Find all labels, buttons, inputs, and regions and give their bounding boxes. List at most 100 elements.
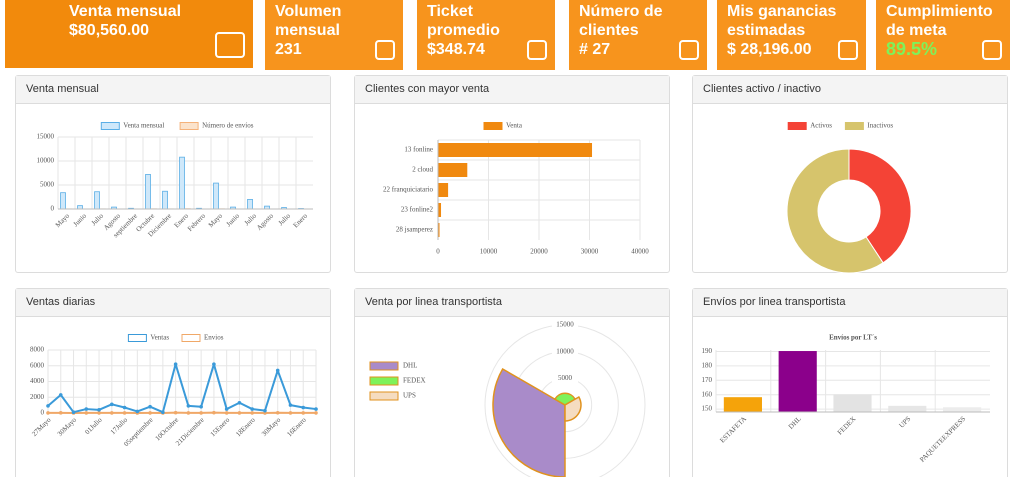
panel-title: Clientes con mayor venta: [355, 76, 669, 104]
point: [122, 405, 127, 410]
bar: [247, 198, 253, 210]
bar: [77, 205, 83, 210]
icon: [527, 40, 547, 60]
y-tick-label: 4000: [30, 377, 45, 385]
kpi-value: $ 28,196.00: [727, 41, 812, 58]
bar: [94, 191, 100, 210]
panel: Clientes con mayor venta: [354, 75, 670, 273]
point: [212, 410, 216, 415]
bar: [438, 183, 449, 197]
y-tick-label: 150: [702, 405, 713, 413]
y-tick-label: 0: [41, 409, 45, 417]
point: [314, 407, 318, 411]
point: [237, 400, 242, 405]
point: [250, 411, 254, 415]
x-tick-label: Febrero: [186, 212, 207, 233]
point: [199, 411, 203, 415]
legend-swatch: [100, 122, 120, 130]
point: [301, 411, 306, 415]
x-tick-label: Mayo: [54, 212, 72, 230]
legend-label: Ventas: [150, 334, 169, 342]
point: [173, 362, 178, 366]
legend-label: Venta mensual: [123, 122, 164, 130]
point: [275, 368, 280, 373]
kpi-value: # 27: [579, 41, 611, 58]
icon: [982, 40, 1002, 60]
tick-bg: [552, 321, 578, 329]
point: [237, 411, 242, 415]
y-tick-label: 170: [702, 376, 713, 384]
point: [186, 404, 191, 408]
y-tick-label: 23 fonline2: [401, 206, 434, 214]
y-tick-label: 6000: [30, 361, 45, 369]
legend-swatch: [787, 122, 807, 130]
point: [46, 411, 50, 415]
point: [84, 411, 89, 415]
kpi-card: Ticket promedio $348.74: [417, 0, 555, 70]
x-tick-label: Junio: [225, 212, 242, 229]
bar: [723, 397, 762, 413]
x-tick-label: UPS: [898, 415, 913, 430]
bar: [438, 203, 442, 217]
x-tick-label: 15Enero: [209, 416, 232, 439]
kpi-title: Mis ganancias estimadas: [727, 3, 837, 39]
kpi-card: Número de clientes # 27: [569, 0, 707, 70]
legend-label: Venta: [506, 122, 523, 130]
line: [47, 363, 317, 414]
bar: [438, 223, 440, 237]
x-tick-label: Junio: [72, 212, 89, 229]
point: [71, 410, 76, 415]
x-tick-label: 40000: [631, 248, 649, 256]
icon: [838, 40, 858, 60]
x-tick-label: 18Enero: [234, 416, 257, 439]
bar: [888, 405, 927, 413]
point: [301, 405, 306, 410]
panel: Venta mensual: [15, 75, 331, 273]
point: [122, 411, 127, 415]
polar-wedge: [564, 395, 582, 422]
legend-swatch: [369, 391, 399, 401]
icon: [679, 40, 699, 60]
kpi-card: Mis ganancias estimadas $ 28,196.00: [717, 0, 866, 70]
legend-swatch: [844, 122, 864, 130]
point: [199, 404, 203, 409]
point: [148, 404, 152, 409]
panel: Envíos por linea transportista: [692, 288, 1008, 477]
r-tick-label: 15000: [556, 321, 574, 329]
point: [97, 408, 101, 412]
point: [58, 411, 63, 415]
x-tick-label: 27Mayo: [30, 416, 53, 439]
x-tick-label: Mayo: [207, 212, 225, 230]
kpi-title: Número de clientes: [579, 3, 663, 39]
legend-label: FEDEX: [403, 377, 426, 385]
kpi-card: Cumplimiento de meta 89.5%: [876, 0, 1010, 70]
kpi-value: $348.74: [427, 41, 485, 58]
y-tick-label: 2000: [30, 393, 45, 401]
point: [58, 393, 63, 397]
point: [46, 404, 50, 408]
bar: [162, 190, 168, 210]
legend-label: DHL: [403, 362, 417, 370]
x-tick-label: 16Enero: [285, 416, 308, 439]
legend-swatch: [483, 122, 503, 130]
x-tick-label: Agosto: [255, 212, 275, 232]
kpi-title: Ticket promedio: [427, 3, 500, 39]
x-tick-label: 17Julio: [109, 416, 130, 437]
x-tick-label: 01Julio: [83, 416, 104, 437]
legend-swatch: [181, 334, 201, 342]
x-tick-label: Enero: [292, 212, 310, 230]
panel-title: Ventas diarias: [16, 289, 330, 317]
point: [110, 411, 114, 415]
point: [135, 409, 140, 414]
panel: Ventas diarias: [15, 288, 331, 477]
y-tick-label: 160: [702, 390, 713, 398]
kpi-value: 231: [275, 41, 302, 58]
y-tick-label: 8000: [30, 346, 45, 354]
point: [173, 410, 178, 415]
legend-label: Envios: [204, 334, 224, 342]
kpi-card: Volumen mensual 231: [265, 0, 403, 70]
point: [275, 410, 280, 415]
point: [224, 411, 229, 415]
point: [224, 407, 229, 411]
